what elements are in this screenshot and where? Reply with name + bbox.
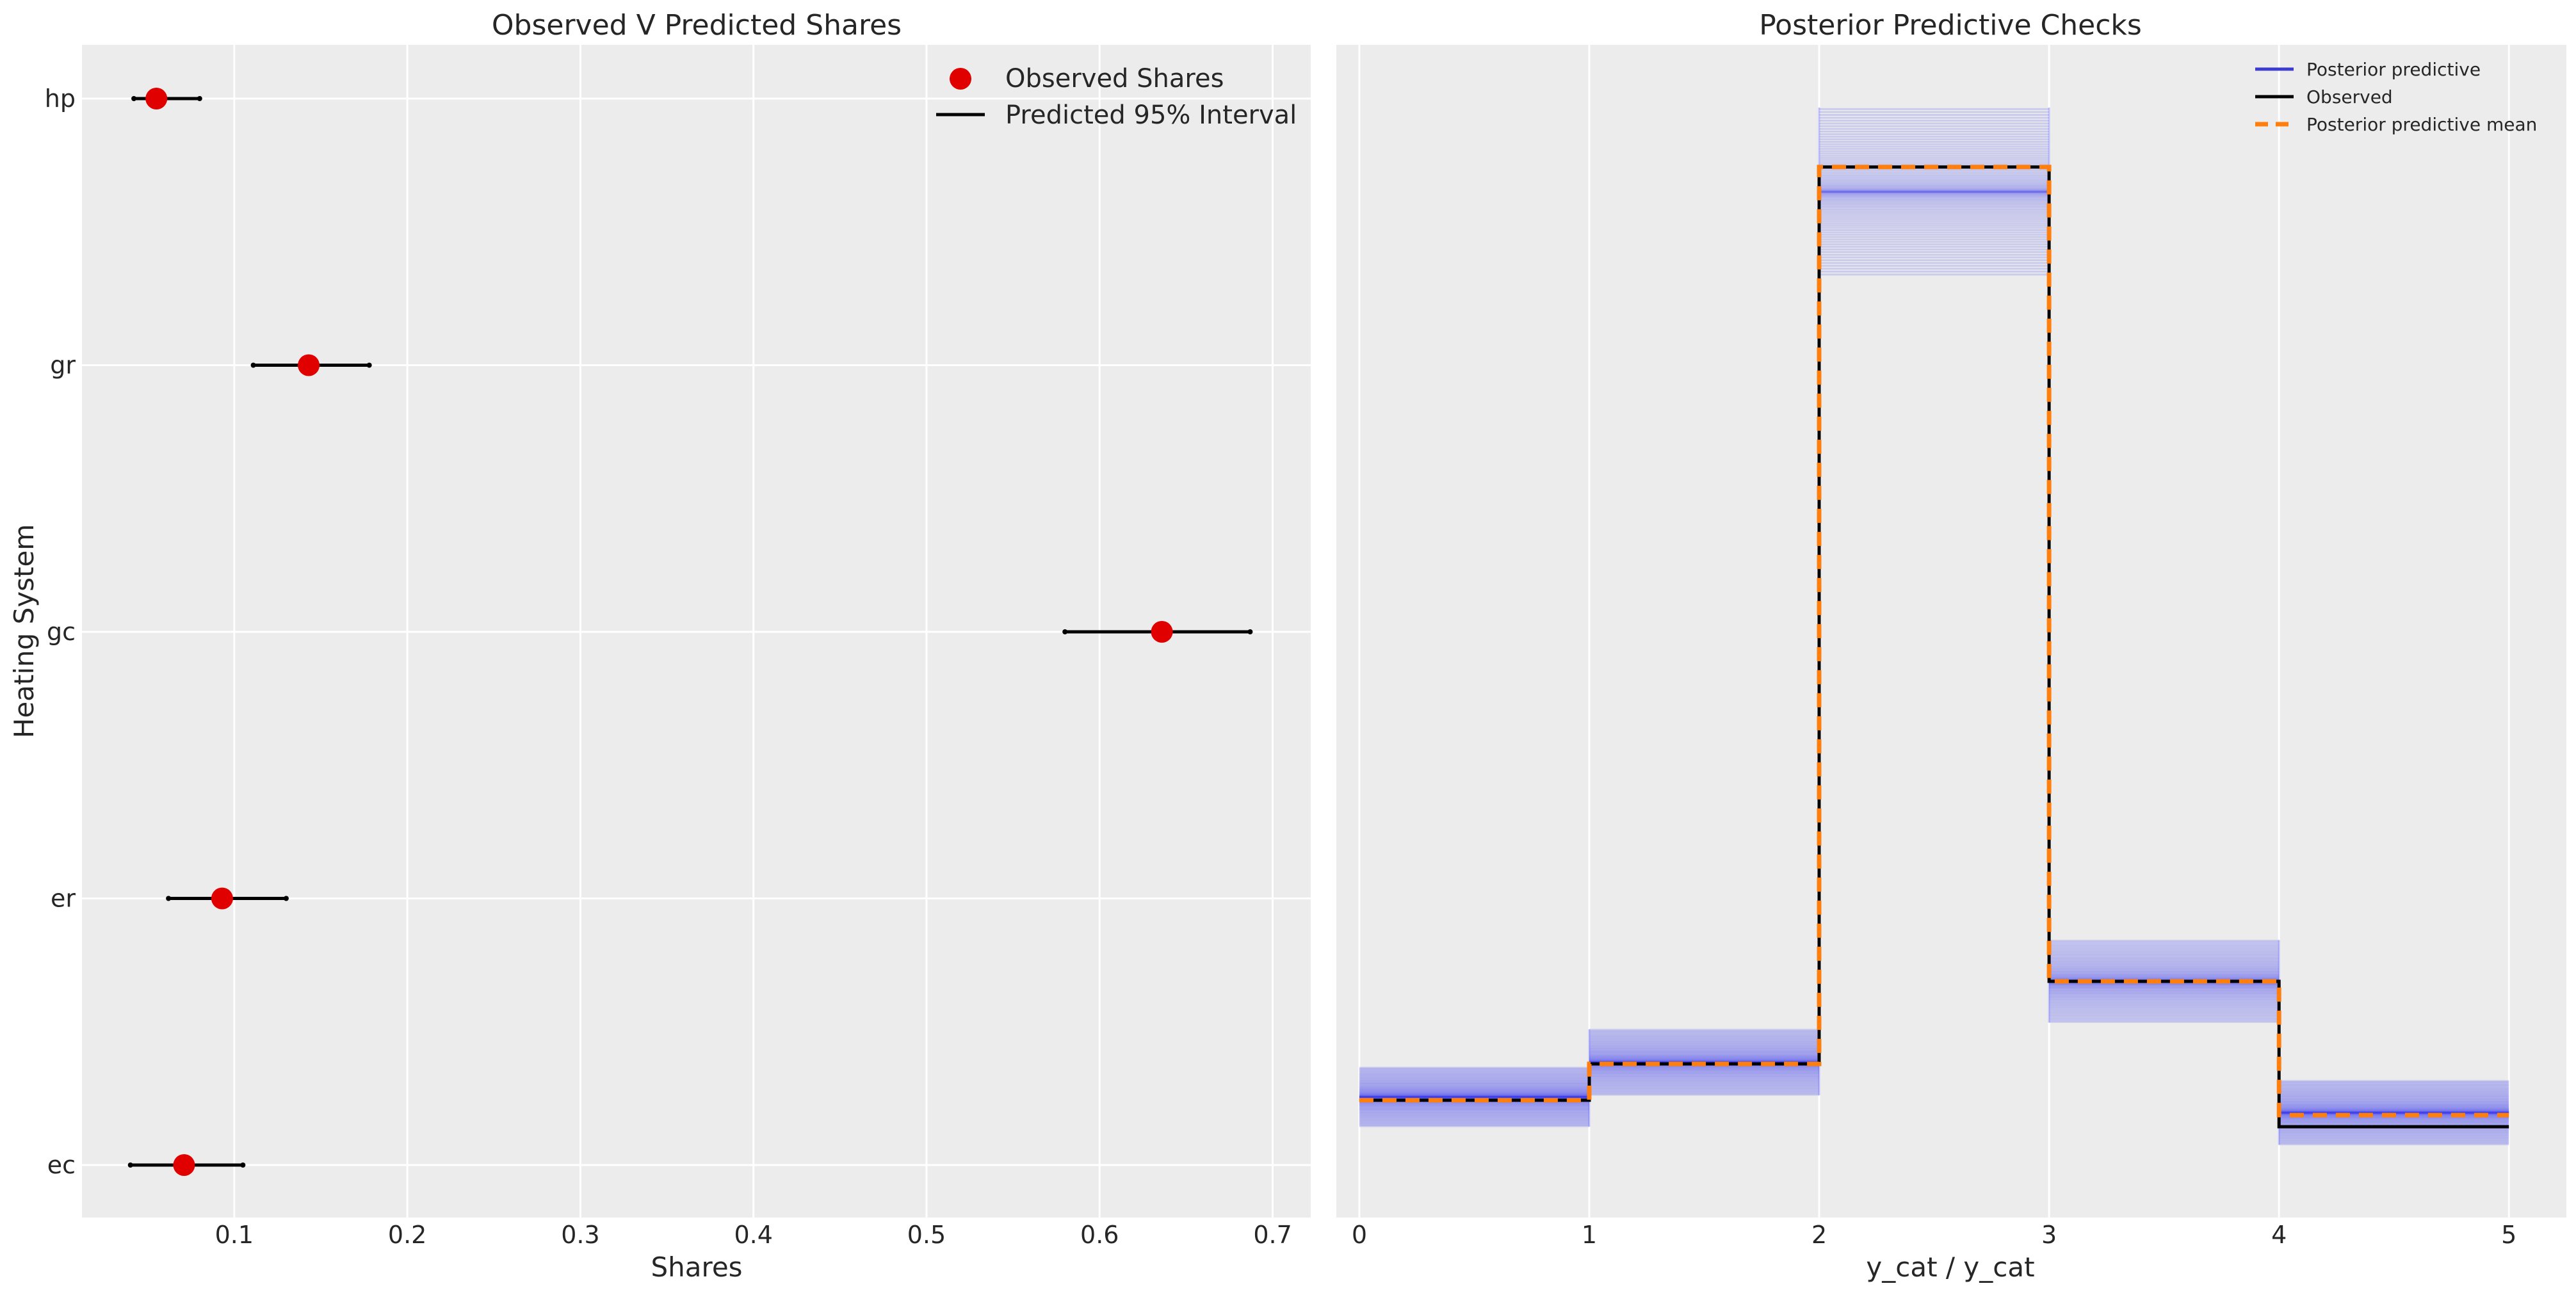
- left-x-tick-label: 0.3: [561, 1221, 599, 1249]
- interval-cap: [240, 1162, 246, 1168]
- interval-cap: [250, 362, 256, 368]
- interval-cap: [131, 96, 137, 101]
- left-chart-title: Observed V Predicted Shares: [492, 9, 902, 42]
- right-chart-title: Posterior Predictive Checks: [1759, 9, 2142, 42]
- legend-observed-marker: [950, 68, 971, 90]
- interval-cap: [1062, 629, 1068, 634]
- interval-cap: [166, 896, 172, 901]
- left-y-tick-label: gc: [47, 618, 76, 646]
- right-x-tick-label: 0: [1352, 1221, 1367, 1249]
- right-x-ticks: 0 1 2 3 4 5: [1352, 1221, 2517, 1249]
- right-mean-line: [1359, 165, 2509, 1118]
- left-x-ticks: 0.1 0.2 0.3 0.4 0.5 0.6 0.7: [215, 1221, 1292, 1249]
- right-legend: Posterior predictive Observed Posterior …: [2255, 59, 2537, 135]
- left-points: [145, 88, 1173, 1176]
- right-x-tick-label: 4: [2271, 1221, 2287, 1249]
- left-y-tick-label: ec: [47, 1151, 76, 1179]
- left-chart: 0.1 0.2 0.3 0.4 0.5 0.6 0.7 hp gr gc er ec Observe…: [8, 9, 1311, 1283]
- interval-cap: [366, 362, 372, 368]
- interval-cap: [127, 1162, 133, 1168]
- observed-point: [145, 88, 168, 109]
- right-chart: 0 1 2 3 4 5 Posterior Predictive Checks y_cat…: [1336, 9, 2566, 1283]
- left-y-tick-label: hp: [45, 84, 76, 113]
- right-x-tick-label: 3: [2041, 1221, 2057, 1249]
- left-legend: Observed Shares Predicted 95% Interval: [936, 64, 1297, 130]
- observed-point: [173, 1154, 195, 1176]
- left-x-tick-label: 0.7: [1253, 1221, 1292, 1249]
- interval-cap: [1247, 629, 1253, 634]
- legend-observed-line-label: Observed: [2306, 86, 2393, 108]
- left-y-tick-label: gr: [50, 351, 76, 380]
- legend-mean-label: Posterior predictive mean: [2306, 114, 2537, 135]
- observed-point: [211, 887, 233, 910]
- left-y-ticks: hp gr gc er ec: [45, 84, 76, 1179]
- right-plot-area: [1336, 45, 2566, 1218]
- right-x-tick-label: 2: [1811, 1221, 1827, 1249]
- right-x-axis-label: y_cat / y_cat: [1866, 1251, 2034, 1283]
- left-x-tick-label: 0.2: [388, 1221, 426, 1249]
- interval-cap: [197, 96, 202, 101]
- right-x-tick-label: 5: [2501, 1221, 2516, 1249]
- left-y-tick-label: er: [51, 885, 76, 913]
- left-x-tick-label: 0.4: [734, 1221, 772, 1249]
- left-x-tick-label: 0.5: [907, 1221, 946, 1249]
- observed-point: [1151, 621, 1173, 643]
- legend-pp-label: Posterior predictive: [2306, 59, 2481, 80]
- left-x-axis-label: Shares: [651, 1251, 742, 1283]
- legend-observed-label: Observed Shares: [1005, 64, 1224, 93]
- right-x-tick-label: 1: [1582, 1221, 1597, 1249]
- interval-cap: [283, 896, 289, 901]
- legend-interval-label: Predicted 95% Interval: [1005, 101, 1297, 130]
- left-x-tick-label: 0.6: [1080, 1221, 1119, 1249]
- right-posterior-predictive-lines: [1359, 108, 2509, 1146]
- left-y-axis-label: Heating System: [8, 524, 40, 739]
- observed-point: [298, 354, 320, 376]
- left-x-tick-label: 0.1: [215, 1221, 254, 1249]
